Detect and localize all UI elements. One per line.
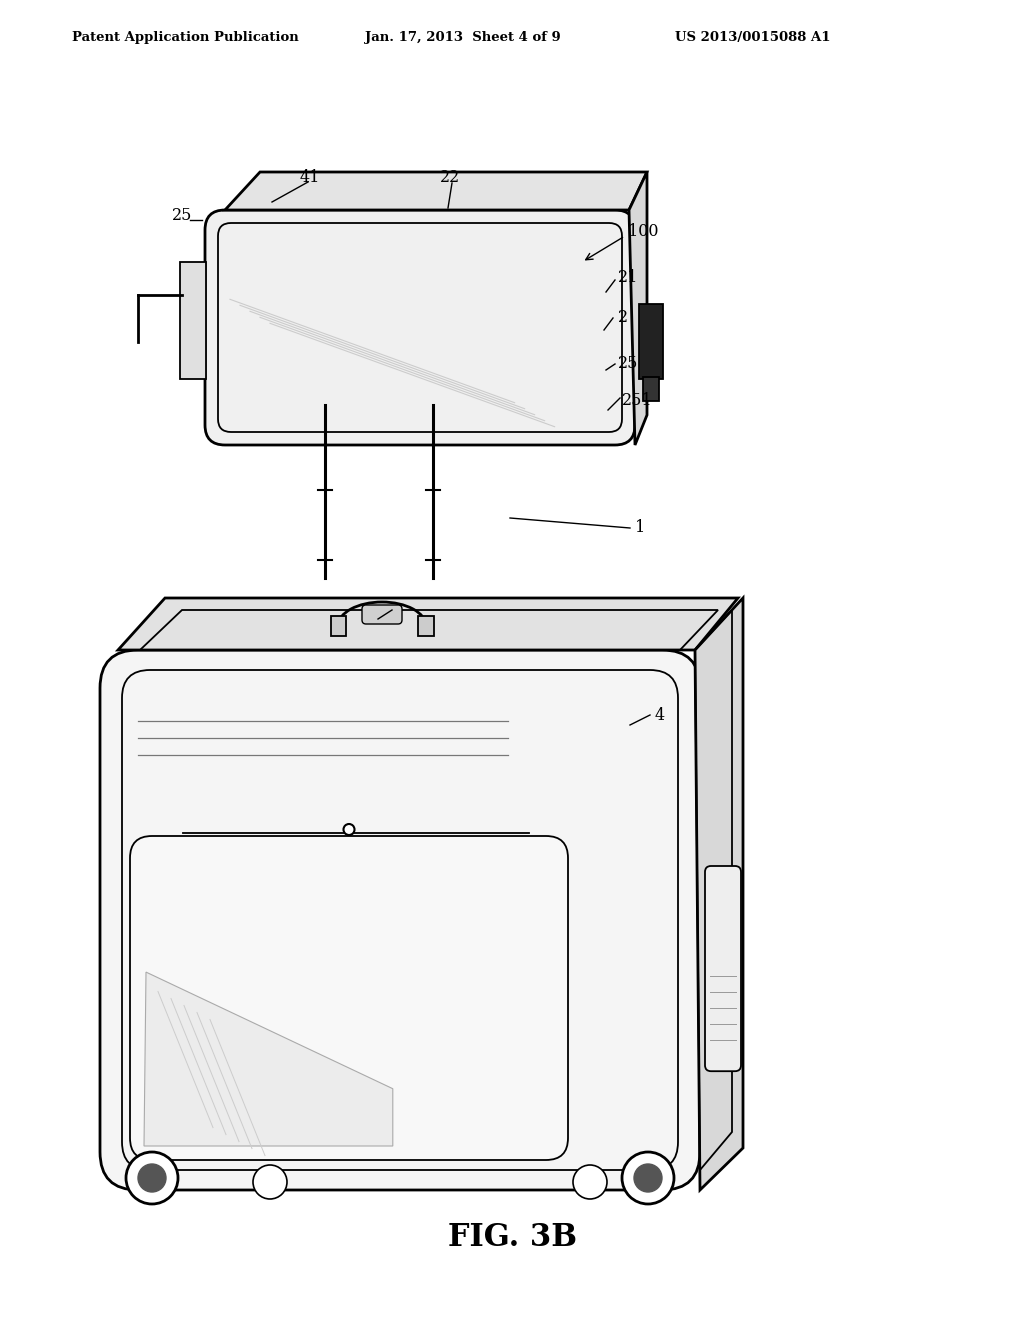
Text: 41: 41: [300, 169, 321, 186]
FancyBboxPatch shape: [705, 866, 741, 1072]
FancyBboxPatch shape: [205, 210, 635, 445]
Circle shape: [622, 1152, 674, 1204]
FancyBboxPatch shape: [130, 836, 568, 1160]
Text: 1: 1: [635, 520, 645, 536]
Text: Jan. 17, 2013  Sheet 4 of 9: Jan. 17, 2013 Sheet 4 of 9: [365, 32, 561, 45]
Text: 2: 2: [618, 309, 628, 326]
Polygon shape: [225, 172, 647, 210]
Text: US 2013/0015088 A1: US 2013/0015088 A1: [675, 32, 830, 45]
Bar: [419, 616, 433, 636]
Text: 21: 21: [618, 269, 638, 286]
Circle shape: [343, 824, 354, 836]
Polygon shape: [144, 972, 393, 1146]
Text: 100: 100: [628, 223, 658, 240]
Text: Patent Application Publication: Patent Application Publication: [72, 32, 299, 45]
Circle shape: [126, 1152, 178, 1204]
Polygon shape: [695, 598, 743, 1191]
Circle shape: [253, 1166, 287, 1199]
Circle shape: [634, 1164, 662, 1192]
Polygon shape: [118, 598, 738, 649]
Polygon shape: [629, 172, 647, 445]
FancyBboxPatch shape: [100, 649, 700, 1191]
Bar: [639, 304, 663, 379]
Text: 22: 22: [440, 169, 460, 186]
Bar: [643, 378, 659, 401]
Text: 25: 25: [172, 206, 193, 223]
Text: 25: 25: [618, 355, 638, 372]
Circle shape: [138, 1164, 166, 1192]
Bar: [180, 261, 206, 379]
Text: 251: 251: [622, 392, 652, 408]
Text: FIG. 3B: FIG. 3B: [447, 1222, 577, 1254]
Text: 4: 4: [655, 706, 666, 723]
FancyBboxPatch shape: [362, 605, 402, 624]
Bar: [331, 616, 345, 636]
Circle shape: [573, 1166, 607, 1199]
